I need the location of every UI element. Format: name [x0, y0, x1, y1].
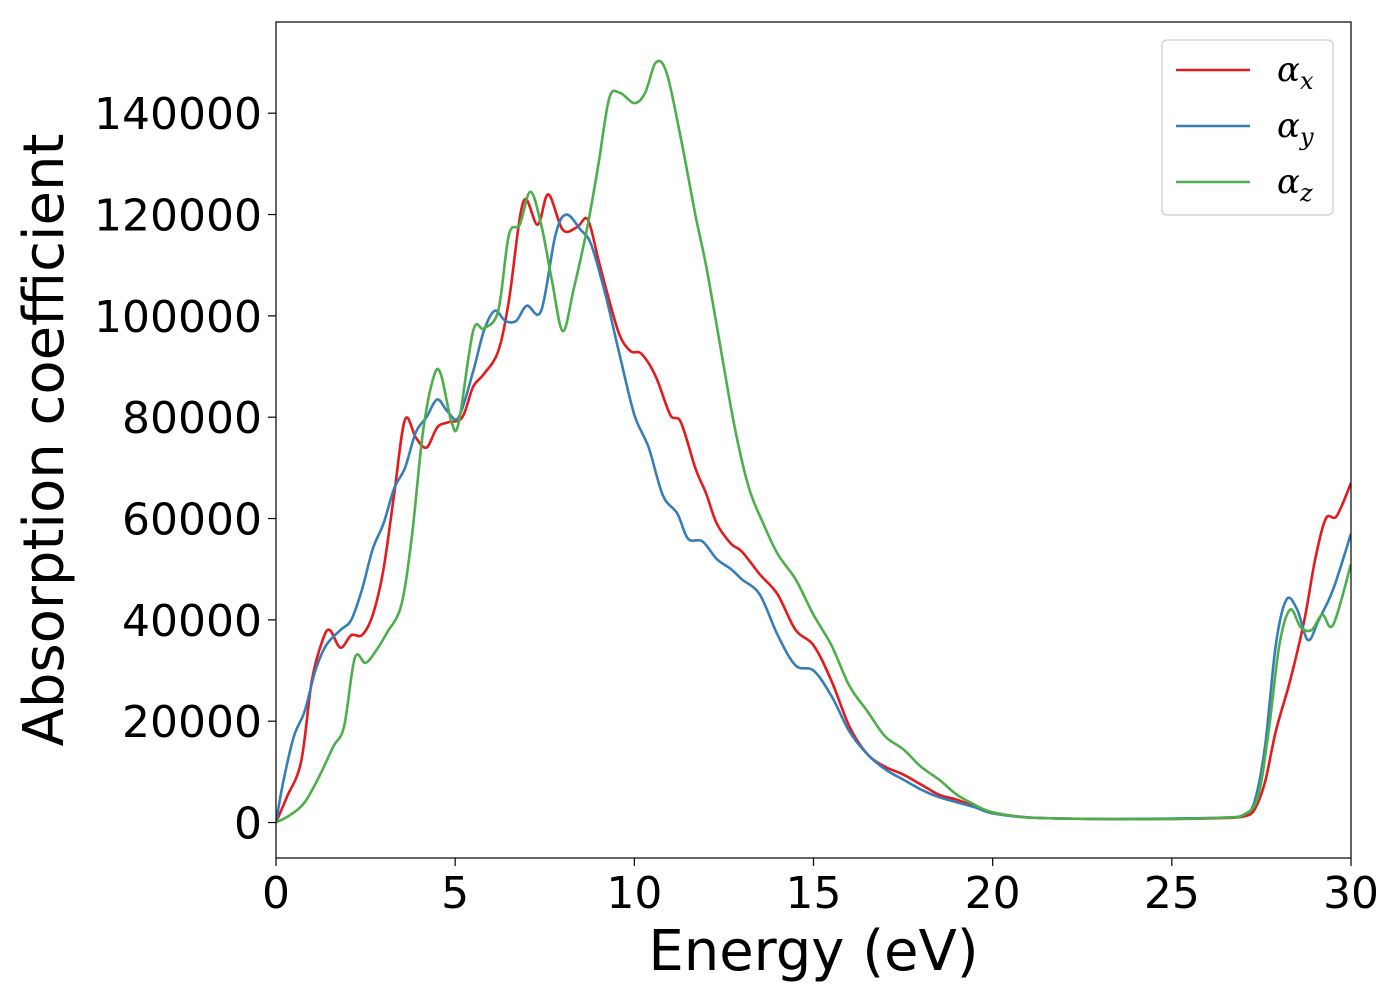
- legend-label-alpha-y: αy: [1277, 106, 1314, 151]
- x-tick-label: 10: [606, 868, 662, 919]
- x-tick-label: 20: [965, 868, 1021, 919]
- series-line-alpha-z: [276, 59, 1351, 824]
- legend-label-alpha-x: αx: [1277, 50, 1314, 95]
- y-tick-label: 20000: [122, 697, 262, 748]
- series-line-alpha-y: [276, 213, 1351, 823]
- y-tick-label: 80000: [122, 393, 262, 444]
- y-tick-label: 0: [234, 799, 262, 850]
- x-tick-label: 25: [1144, 868, 1200, 919]
- y-tick-label: 120000: [94, 191, 262, 242]
- x-tick-label: 5: [441, 868, 469, 919]
- x-tick-label: 30: [1323, 868, 1379, 919]
- y-tick-label: 100000: [94, 292, 262, 343]
- tick-layer: 0 5 10 15 20 25 30 0 20000 40000 60000 80000 100000 1…: [94, 89, 1379, 919]
- y-tick-label: 60000: [122, 495, 262, 546]
- y-axis-label: Absorption coefficient: [12, 134, 77, 747]
- y-tick-label: 140000: [94, 89, 262, 140]
- x-tick-label: 15: [786, 868, 842, 919]
- y-tick-label: 40000: [122, 596, 262, 647]
- series-line-alpha-x: [276, 192, 1351, 824]
- legend-box: [1161, 39, 1334, 216]
- x-tick-label: 0: [262, 868, 290, 919]
- series-layer: [276, 59, 1351, 824]
- x-axis-label: Energy (eV): [648, 919, 978, 984]
